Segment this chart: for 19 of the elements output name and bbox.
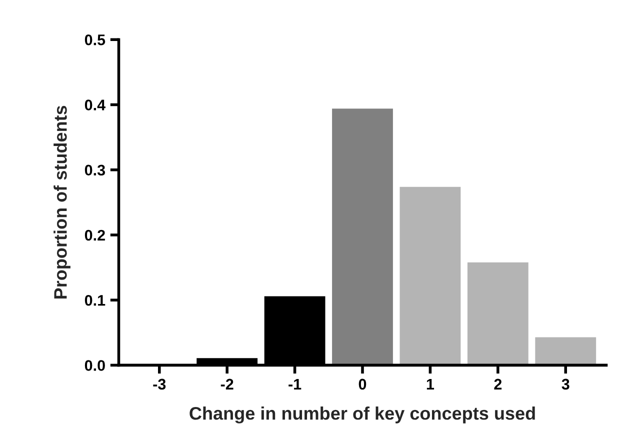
x-tick-label: -3	[153, 378, 166, 390]
x-tick-label: -1	[288, 378, 302, 390]
x-tick-label: -2	[220, 378, 234, 390]
bar	[534, 336, 598, 366]
y-tick-label: 0.0	[84, 360, 105, 371]
bar	[398, 185, 462, 366]
y-tick-label: 0.3	[84, 164, 106, 176]
bar	[330, 107, 394, 366]
y-axis-title: Proportion of students	[54, 106, 70, 298]
x-axis-title: Change in number of key concepts used	[190, 406, 535, 424]
y-tick-label: 0.1	[84, 294, 106, 306]
x-tick-label: 2	[494, 378, 502, 390]
x-tick-label: 1	[426, 378, 434, 390]
y-tick-label: 0.4	[84, 100, 106, 110]
x-tick-label: 3	[562, 378, 570, 390]
x-tick-label: 0	[358, 378, 366, 390]
bar	[466, 260, 530, 366]
y-tick-label: 0.5	[84, 34, 106, 46]
y-tick-label: 0.2	[84, 230, 105, 241]
